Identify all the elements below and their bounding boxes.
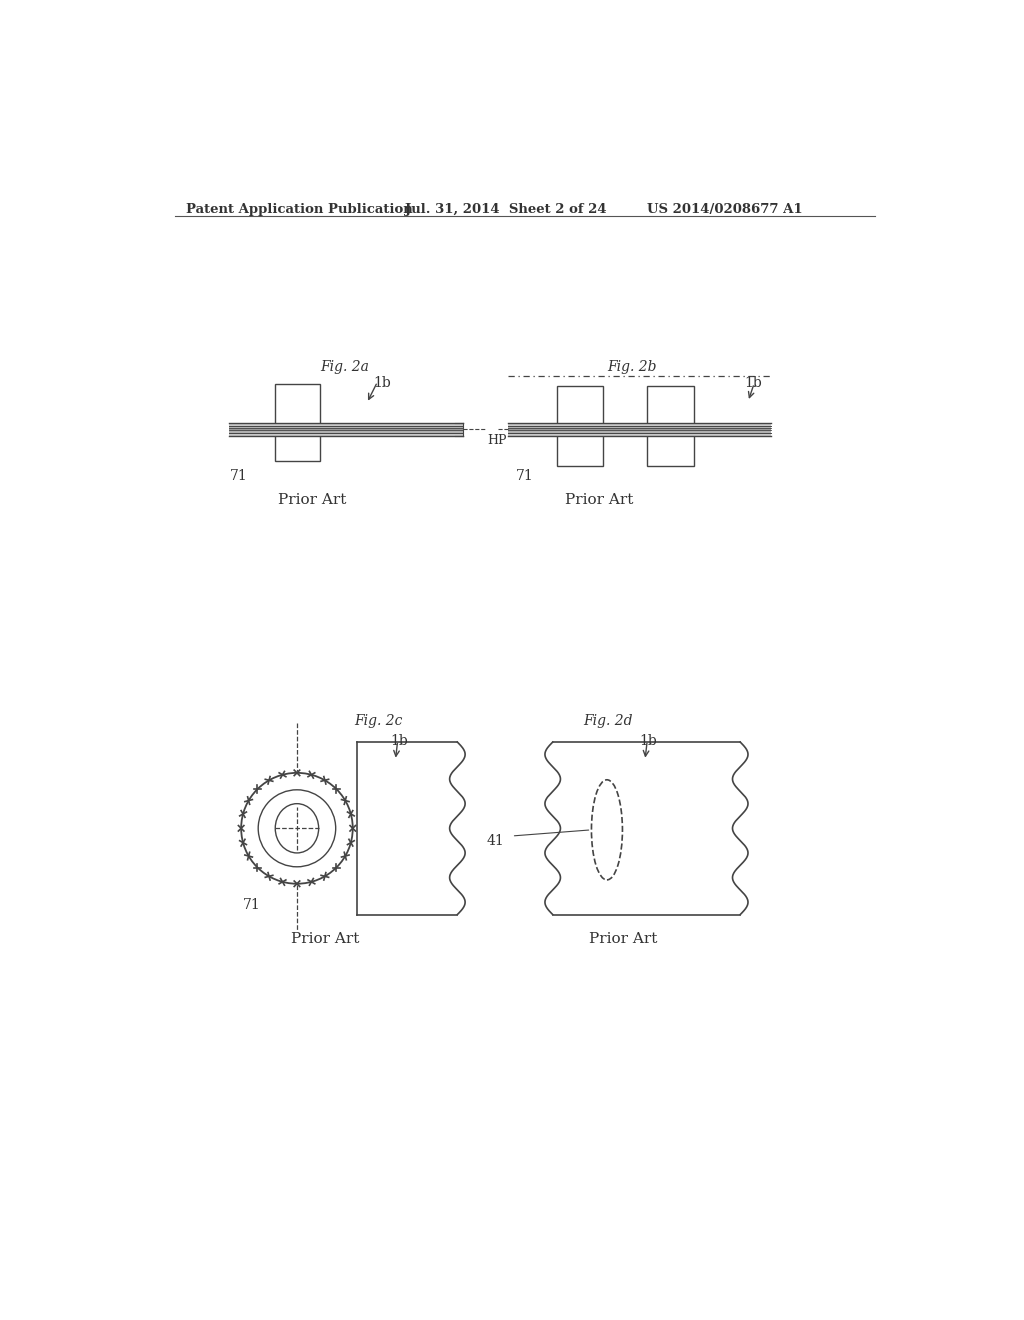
Text: 1b: 1b <box>390 734 408 748</box>
Bar <box>508 428 771 430</box>
Bar <box>557 385 603 466</box>
Text: 1b: 1b <box>373 376 390 391</box>
Text: Jul. 31, 2014  Sheet 2 of 24: Jul. 31, 2014 Sheet 2 of 24 <box>406 203 607 216</box>
Text: 71: 71 <box>243 898 260 912</box>
Ellipse shape <box>592 780 623 880</box>
Bar <box>228 422 463 425</box>
Ellipse shape <box>275 804 318 853</box>
Bar <box>275 384 321 461</box>
Circle shape <box>241 774 352 884</box>
Text: Fig. 2a: Fig. 2a <box>321 360 369 374</box>
Text: Prior Art: Prior Art <box>565 494 634 507</box>
Bar <box>647 385 693 466</box>
Text: Prior Art: Prior Art <box>278 494 346 507</box>
Text: Fig. 2b: Fig. 2b <box>607 360 656 374</box>
Bar <box>508 433 771 436</box>
Bar <box>228 433 463 436</box>
Text: Patent Application Publication: Patent Application Publication <box>186 203 413 216</box>
Text: 1b: 1b <box>640 734 657 748</box>
Bar <box>508 430 771 433</box>
Text: 1b: 1b <box>744 376 762 391</box>
Text: 41: 41 <box>486 834 505 849</box>
Text: 71: 71 <box>515 469 534 483</box>
Bar <box>228 428 463 430</box>
Text: Prior Art: Prior Art <box>291 932 359 946</box>
Text: 71: 71 <box>230 469 248 483</box>
Bar <box>228 430 463 433</box>
Circle shape <box>258 789 336 867</box>
Text: US 2014/0208677 A1: US 2014/0208677 A1 <box>647 203 803 216</box>
Bar <box>228 425 463 428</box>
Bar <box>508 422 771 425</box>
Bar <box>508 425 771 428</box>
Text: Prior Art: Prior Art <box>589 932 657 946</box>
Text: Fig. 2d: Fig. 2d <box>584 714 633 729</box>
Text: HP: HP <box>486 434 506 447</box>
Text: Fig. 2c: Fig. 2c <box>354 714 402 729</box>
